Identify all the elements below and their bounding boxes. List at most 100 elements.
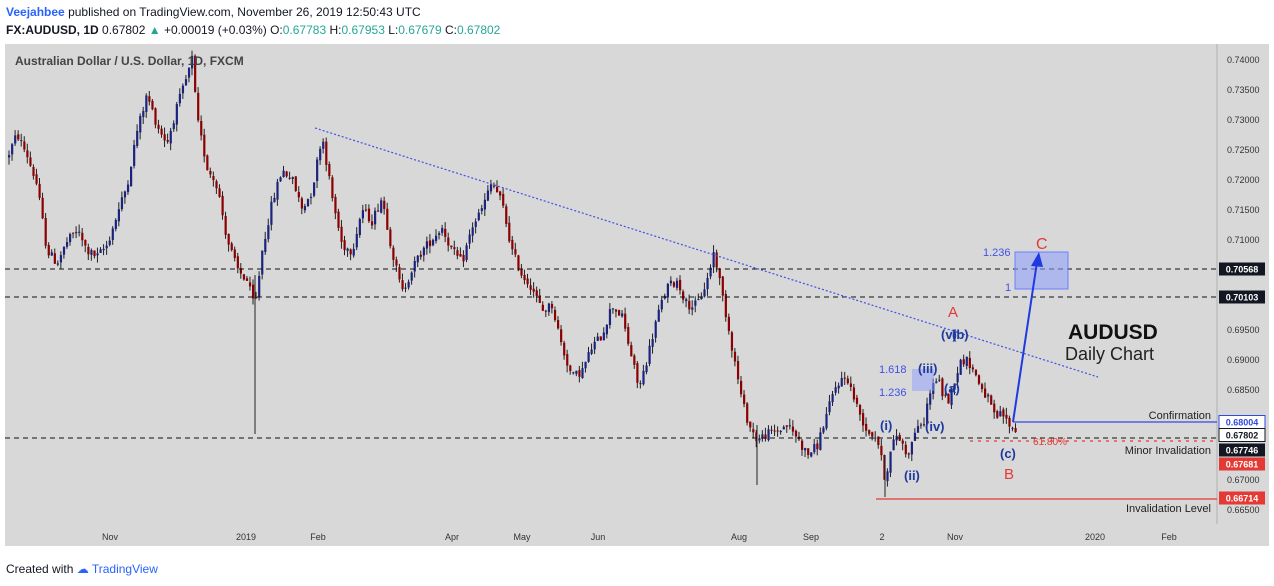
candle-body <box>538 295 541 303</box>
candle-body <box>740 380 743 395</box>
candle-body <box>752 429 755 433</box>
candle-body <box>242 274 246 280</box>
candle-body <box>642 370 645 385</box>
candle-body <box>325 141 328 165</box>
candle-body <box>791 426 795 432</box>
candle-body <box>313 182 316 196</box>
candle-body <box>901 440 904 444</box>
candle-body <box>44 217 47 246</box>
candle-body <box>14 135 17 144</box>
candle-body <box>26 150 29 158</box>
candle-body <box>468 234 471 244</box>
candle-body <box>980 384 984 390</box>
symbol-info: FX:AUDUSD, 1D 0.67802 ▲ +0.00019 (+0.03%… <box>6 23 500 37</box>
price-label-text: 0.66714 <box>1226 494 1259 504</box>
y-tick-label: 0.69000 <box>1227 355 1260 365</box>
candle-body <box>389 229 392 247</box>
tradingview-link[interactable]: TradingView <box>91 562 158 576</box>
fib-618-label: 61.80% <box>1033 437 1067 448</box>
wave-label-i: (i) <box>880 418 892 433</box>
candle-body <box>392 247 395 260</box>
candle-body <box>319 148 322 161</box>
candle-body <box>675 280 679 288</box>
candle-body <box>535 290 538 296</box>
price-label-text: 0.70103 <box>1226 293 1259 303</box>
candle-body <box>721 276 724 296</box>
candle-body <box>105 245 108 249</box>
candle-body <box>78 231 81 233</box>
candle-body <box>72 232 75 234</box>
candle-body <box>252 284 255 299</box>
candle-body <box>703 289 706 297</box>
x-tick-label: Nov <box>102 532 119 542</box>
candle-body <box>926 403 929 425</box>
candle-body <box>801 440 804 450</box>
candle-body <box>971 367 974 370</box>
candle-body <box>526 278 529 285</box>
candle-body <box>1011 427 1014 429</box>
candle-body <box>404 287 407 289</box>
candle-body <box>212 176 215 181</box>
candle-body <box>645 365 648 373</box>
candle-body <box>465 245 468 261</box>
candle-body <box>627 327 630 344</box>
price-label-box <box>1219 290 1265 304</box>
candle-body <box>502 193 505 206</box>
candle-body <box>377 210 380 212</box>
candle-body <box>62 246 66 255</box>
candle-body <box>175 104 178 125</box>
candle-body <box>486 190 490 201</box>
price-label-box <box>1219 443 1265 457</box>
candle-body <box>166 139 169 142</box>
candle-body <box>23 141 26 150</box>
candle-body <box>730 332 734 351</box>
candle-body <box>441 228 444 233</box>
low-label: L: <box>388 23 399 37</box>
candle-body <box>547 303 551 313</box>
candle-body <box>191 55 194 69</box>
candle-body <box>544 310 547 312</box>
candle-body <box>944 394 947 396</box>
candle-body <box>1005 414 1008 419</box>
x-tick-label: 2019 <box>236 532 256 542</box>
candle-body <box>810 452 813 457</box>
close-value: 0.67802 <box>456 23 501 37</box>
candle-body <box>563 342 566 356</box>
candle-body <box>569 365 572 371</box>
candle-body <box>386 208 389 230</box>
candle-body <box>804 448 807 451</box>
candle-body <box>114 219 117 229</box>
candle-body <box>322 141 325 149</box>
y-tick-label: 0.67000 <box>1227 475 1260 485</box>
wave-label-C: C <box>1036 236 1048 253</box>
candle-body <box>47 244 50 256</box>
candle-body <box>977 375 981 384</box>
candle-body <box>303 206 307 211</box>
x-tick-label: May <box>513 532 531 542</box>
candle-body <box>959 359 962 375</box>
candle-body <box>697 299 700 301</box>
open-value: 0.67783 <box>282 23 327 37</box>
candle-body <box>935 381 938 384</box>
candle-body <box>956 373 959 383</box>
footer: Created with ☁ TradingView <box>6 562 158 576</box>
candle-body <box>447 237 450 246</box>
candle-body <box>123 191 127 198</box>
candle-body <box>456 250 459 256</box>
candle-body <box>431 239 435 246</box>
candle-body <box>913 432 917 441</box>
candle-body <box>923 424 926 426</box>
created-with-text: Created with <box>6 562 74 576</box>
open-label: O: <box>270 23 283 37</box>
candle-body <box>962 359 965 365</box>
author-link[interactable]: Veejahbee <box>6 5 65 19</box>
candle-body <box>294 176 297 191</box>
candle-body <box>910 442 913 455</box>
candle-body <box>419 254 422 257</box>
candle-body <box>682 291 685 300</box>
candle-body <box>599 336 602 341</box>
wave-label-ii: (ii) <box>904 468 920 483</box>
candle-body <box>919 424 923 426</box>
wave-label-b: (b) <box>952 327 969 342</box>
